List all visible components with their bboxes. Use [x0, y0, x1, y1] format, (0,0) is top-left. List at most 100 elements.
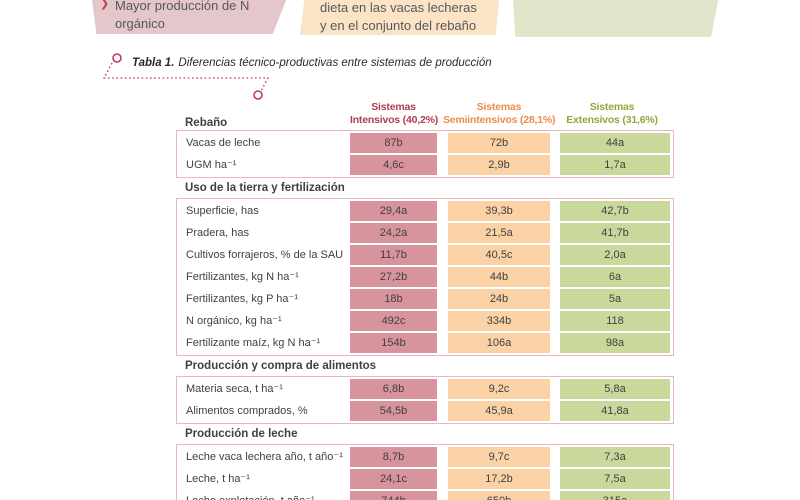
column-header-extensivos: Sistemas Extensivos (31,6%) — [554, 101, 670, 127]
table-caption-number: Tabla 1. — [132, 57, 175, 69]
column-header-semiintensivos: Sistemas Semiintensivos (28,1%) — [443, 101, 556, 127]
cell-extensivos: 44a — [560, 133, 670, 153]
cell-extensivos: 1,7a — [560, 155, 670, 175]
cell-extensivos: 98a — [560, 333, 670, 353]
cell-semiintensivos: 2,9b — [448, 155, 550, 175]
cell-intensivos: 4,6c — [350, 155, 437, 175]
column-header-line2: Semiintensivos (28,1%) — [443, 114, 556, 126]
row-label: Vacas de leche — [186, 137, 261, 149]
cell-intensivos: 24,2a — [350, 223, 437, 243]
cell-intensivos: 6,8b — [350, 379, 437, 399]
callout-text: Mayor producción de N orgánico — [88, 0, 298, 32]
cell-semiintensivos: 334b — [448, 311, 550, 331]
row-label: Leche vaca lechera año, t año⁻¹ — [186, 451, 343, 463]
cell-extensivos: 41,8a — [560, 401, 670, 421]
row-label: Fertilizante maíz, kg N ha⁻¹ — [186, 337, 321, 349]
row-label: UGM ha⁻¹ — [186, 159, 237, 171]
table-row: Vacas de leche 87b 72b 44a — [177, 133, 673, 153]
cell-extensivos: 42,7b — [560, 201, 670, 221]
dotted-line — [102, 62, 270, 92]
cell-intensivos: 744b — [350, 491, 437, 500]
cell-semiintensivos: 17,2b — [448, 469, 550, 489]
cell-extensivos: 2,0a — [560, 245, 670, 265]
callout-line: y en el conjunto del rebaño — [320, 17, 477, 33]
section-title-produccion-leche: Producción de leche — [185, 428, 298, 440]
column-header-line1: Sistemas — [476, 101, 522, 113]
dotted-connector-decoration — [102, 53, 270, 100]
row-label: Alimentos comprados, % — [186, 405, 308, 417]
cell-extensivos: 41,7b — [560, 223, 670, 243]
cell-intensivos: 54,5b — [350, 401, 437, 421]
dot-marker-icon — [112, 53, 122, 63]
cell-intensivos: 87b — [350, 133, 437, 153]
row-label: N orgánico, kg ha⁻¹ — [186, 315, 282, 327]
cell-semiintensivos: 106a — [448, 333, 550, 353]
cell-semiintensivos: 72b — [448, 133, 550, 153]
dot-marker-icon — [253, 90, 263, 100]
column-header-line2: Intensivos (40,2%) — [350, 114, 439, 126]
section-title-produccion-alimentos: Producción y compra de alimentos — [185, 360, 377, 372]
cell-semiintensivos: 650b — [448, 491, 550, 500]
cell-intensivos: 18b — [350, 289, 437, 309]
table-row: Leche explotación, t año⁻¹ 744b 650b 315… — [177, 491, 673, 500]
cell-extensivos: 7,5a — [560, 469, 670, 489]
production-systems-table: Sistemas Intensivos (40,2%) Sistemas Sem… — [176, 95, 674, 500]
row-label: Materia seca, t ha⁻¹ — [186, 383, 283, 395]
row-label: Superficie, has — [186, 205, 259, 217]
callout-card-peach: dieta en las vacas lecheras y en el conj… — [300, 0, 502, 35]
table-row: Materia seca, t ha⁻¹ 6,8b 9,2c 5,8a — [177, 379, 673, 399]
cell-semiintensivos: 24b — [448, 289, 550, 309]
cell-intensivos: 154b — [350, 333, 437, 353]
table-row: Leche vaca lechera año, t año⁻¹ 8,7b 9,7… — [177, 447, 673, 467]
table-row: Fertilizantes, kg P ha⁻¹ 18b 24b 5a — [177, 289, 673, 309]
cell-intensivos: 29,4a — [350, 201, 437, 221]
row-label: Cultivos forrajeros, % de la SAU — [186, 249, 344, 261]
section-box-uso-tierra: Superficie, has 29,4a 39,3b 42,7b Prader… — [176, 198, 674, 356]
cell-intensivos: 11,7b — [350, 245, 437, 265]
table-row: UGM ha⁻¹ 4,6c 2,9b 1,7a — [177, 155, 673, 175]
row-label: Pradera, has — [186, 227, 249, 239]
table-row: Fertilizantes, kg N ha⁻¹ 27,2b 44b 6a — [177, 267, 673, 287]
row-label: Leche explotación, t año⁻¹ — [186, 491, 315, 500]
section-box-produccion-leche: Leche vaca lechera año, t año⁻¹ 8,7b 9,7… — [176, 444, 674, 500]
cell-semiintensivos: 9,2c — [448, 379, 550, 399]
table-caption: Tabla 1. Diferencias técnico-productivas … — [132, 57, 492, 69]
section-title-rebano: Rebaño — [185, 117, 228, 129]
callout-line: dieta en las vacas lecheras — [320, 0, 477, 15]
table-row: Alimentos comprados, % 54,5b 45,9a 41,8a — [177, 401, 673, 421]
cell-semiintensivos: 44b — [448, 267, 550, 287]
column-header-line1: Sistemas — [371, 101, 416, 113]
column-header-line2: Extensivos (31,6%) — [566, 114, 658, 126]
table-row: Pradera, has 24,2a 21,5a 41,7b — [177, 223, 673, 243]
cell-semiintensivos: 9,7c — [448, 447, 550, 467]
cell-extensivos: 315a — [560, 491, 670, 500]
cell-extensivos: 5a — [560, 289, 670, 309]
callout-card-pink: ❯ Mayor producción de N orgánico — [88, 0, 298, 34]
cell-extensivos: 6a — [560, 267, 670, 287]
callout-text: dieta en las vacas lecheras y en el conj… — [300, 0, 502, 34]
cell-semiintensivos: 40,5c — [448, 245, 550, 265]
chevron-bullet-icon: ❯ — [100, 0, 110, 10]
section-title-uso-tierra: Uso de la tierra y fertilización — [185, 182, 345, 194]
column-header-intensivos: Sistemas Intensivos (40,2%) — [350, 101, 439, 127]
table-row: Fertilizante maíz, kg N ha⁻¹ 154b 106a 9… — [177, 333, 673, 353]
callout-card-green — [511, 0, 724, 37]
table-row: Superficie, has 29,4a 39,3b 42,7b — [177, 201, 673, 221]
row-label: Fertilizantes, kg N ha⁻¹ — [186, 271, 299, 283]
section-box-produccion-alimentos: Materia seca, t ha⁻¹ 6,8b 9,2c 5,8a Alim… — [176, 376, 674, 424]
table-header: Sistemas Intensivos (40,2%) Sistemas Sem… — [176, 95, 674, 130]
cell-intensivos: 492c — [350, 311, 437, 331]
table-row: Cultivos forrajeros, % de la SAU 11,7b 4… — [177, 245, 673, 265]
callout-line: orgánico — [115, 15, 165, 31]
column-header-line1: Sistemas — [589, 101, 635, 113]
table-row: Leche, t ha⁻¹ 24,1c 17,2b 7,5a — [177, 469, 673, 489]
cell-intensivos: 8,7b — [350, 447, 437, 467]
cell-semiintensivos: 45,9a — [448, 401, 550, 421]
cell-semiintensivos: 21,5a — [448, 223, 550, 243]
row-label: Fertilizantes, kg P ha⁻¹ — [186, 293, 298, 305]
cell-extensivos: 118 — [560, 311, 670, 331]
table-row: N orgánico, kg ha⁻¹ 492c 334b 118 — [177, 311, 673, 331]
cell-intensivos: 27,2b — [350, 267, 437, 287]
cell-extensivos: 7,3a — [560, 447, 670, 467]
